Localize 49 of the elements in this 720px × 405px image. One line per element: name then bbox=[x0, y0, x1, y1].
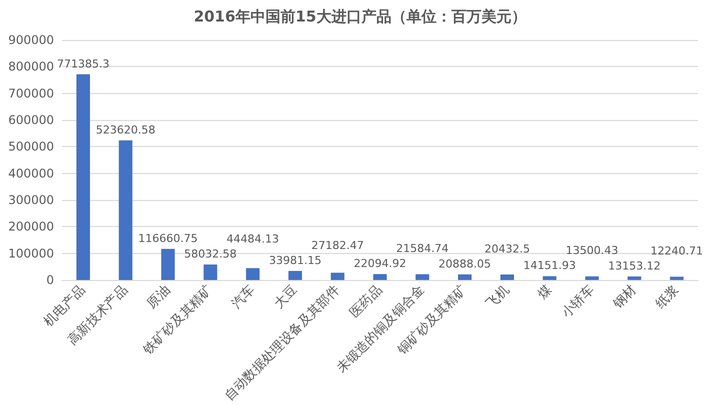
x-tick-label: 原油 bbox=[144, 282, 174, 312]
data-label: 12240.71 bbox=[650, 244, 704, 258]
bar bbox=[246, 268, 260, 280]
data-label: 14151.93 bbox=[523, 259, 576, 272]
bar bbox=[670, 276, 684, 280]
data-label: 20432.5 bbox=[484, 242, 530, 256]
bar bbox=[161, 248, 175, 280]
bar bbox=[542, 276, 556, 280]
data-label: 771385.3 bbox=[56, 57, 110, 70]
bar bbox=[416, 274, 430, 280]
bar bbox=[118, 140, 132, 280]
bar bbox=[458, 274, 472, 280]
y-tick-label: 900000 bbox=[8, 33, 54, 47]
x-tick-label: 大豆 bbox=[272, 282, 301, 312]
data-label: 523620.58 bbox=[96, 123, 156, 136]
data-label: 13153.12 bbox=[608, 259, 661, 272]
data-label: 58032.58 bbox=[184, 248, 237, 260]
bar bbox=[288, 270, 302, 280]
data-label: 21584.74 bbox=[396, 242, 449, 256]
x-tick-label: 汽车 bbox=[229, 282, 258, 312]
x-tick-label: 钢材 bbox=[610, 282, 640, 312]
data-label: 27182.47 bbox=[311, 238, 364, 252]
bar bbox=[330, 272, 344, 280]
data-label: 33981.15 bbox=[268, 254, 322, 267]
y-tick-label: 400000 bbox=[8, 166, 54, 180]
chart-title: 2016年中国前15大进口产品（单位：百万美元） bbox=[194, 8, 526, 26]
x-tick-label: 煤 bbox=[535, 282, 555, 302]
y-tick-label: 300000 bbox=[8, 192, 54, 207]
y-tick-label: 800000 bbox=[8, 60, 54, 74]
bar bbox=[628, 276, 642, 280]
data-label: 116660.75 bbox=[138, 232, 198, 245]
y-tick-label: 0 bbox=[46, 272, 54, 287]
x-tick-label: 纸浆 bbox=[653, 282, 682, 312]
bar bbox=[204, 264, 218, 280]
y-tick-label: 100000 bbox=[8, 246, 54, 260]
y-tick-label: 600000 bbox=[8, 112, 54, 127]
y-tick-label: 700000 bbox=[8, 86, 54, 100]
bar bbox=[373, 274, 387, 280]
x-tick-label: 飞机 bbox=[484, 282, 513, 312]
data-label: 20888.05 bbox=[438, 257, 492, 270]
x-tick-label: 小轿车 bbox=[559, 282, 598, 321]
data-label: 22094.92 bbox=[354, 257, 406, 270]
bar bbox=[500, 274, 514, 280]
bar bbox=[585, 276, 599, 280]
data-label: 44484.13 bbox=[226, 232, 280, 246]
bar bbox=[76, 74, 90, 280]
data-label: 13500.43 bbox=[566, 244, 618, 258]
y-tick-label: 500000 bbox=[8, 140, 54, 154]
y-tick-label: 200000 bbox=[8, 220, 54, 234]
